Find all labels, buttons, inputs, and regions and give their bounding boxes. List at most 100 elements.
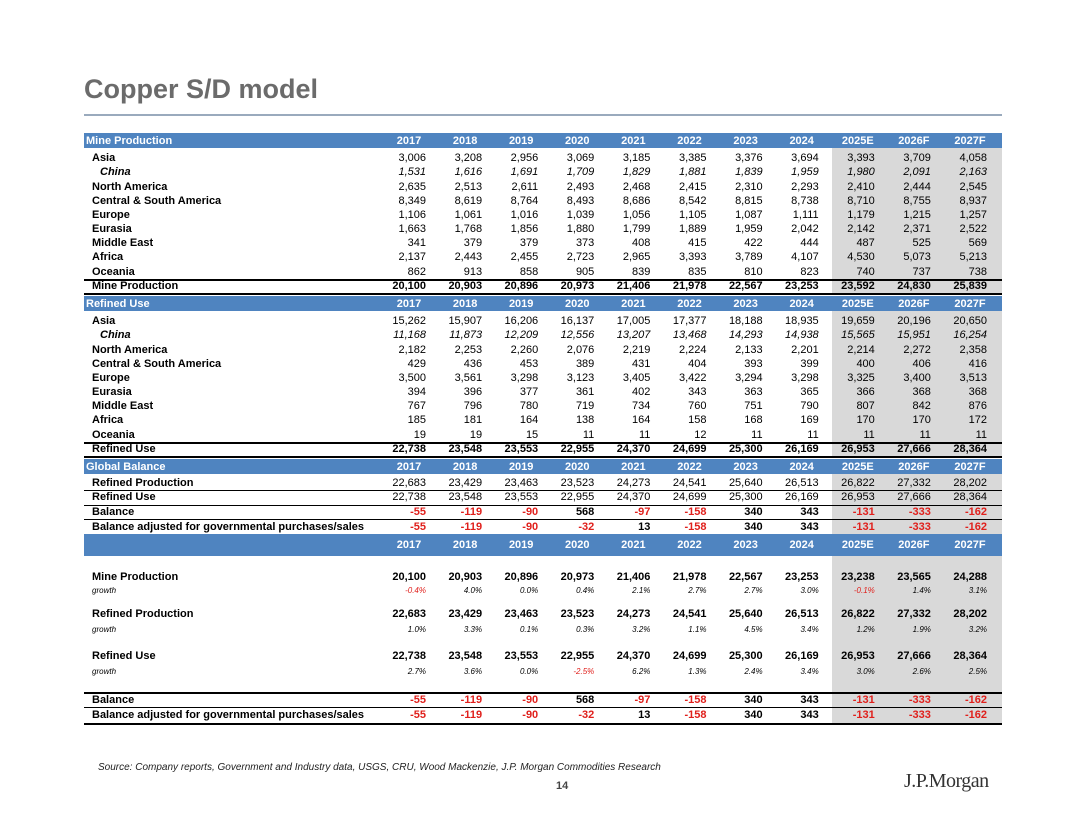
cell: -90 [522, 521, 539, 533]
cell: 1,179 [847, 209, 875, 221]
cell: -55 [410, 506, 426, 518]
cell: 415 [688, 237, 707, 249]
cell: 164 [632, 414, 651, 426]
cell: 20,903 [448, 280, 483, 292]
cell: 1,959 [735, 223, 763, 235]
cell: 525 [912, 237, 931, 249]
cell: 3,500 [398, 372, 426, 384]
year-header: 2018 [452, 134, 478, 147]
cell: 568 [575, 506, 595, 518]
cell: 21,406 [616, 280, 651, 292]
cell: 3,385 [678, 152, 707, 164]
cell: 23,553 [504, 650, 539, 662]
cell: 1,768 [454, 223, 483, 235]
row-label: Balance adjusted for governmental purcha… [92, 521, 365, 533]
rule [84, 519, 1002, 520]
cell: 396 [463, 386, 483, 398]
year-header: 2019 [508, 460, 534, 473]
cell: 20,973 [560, 571, 595, 583]
year-header: 2026F [898, 460, 930, 473]
cell: 2.5% [968, 667, 987, 676]
cell: -32 [578, 521, 595, 533]
cell: 3,789 [735, 251, 763, 263]
cell: 2,224 [678, 344, 707, 356]
year-header: 2018 [452, 297, 478, 310]
cell: 4,107 [791, 251, 819, 263]
cell: 487 [856, 237, 875, 249]
cell: 1,106 [398, 209, 426, 221]
source: Source: Company reports, Government and … [98, 762, 661, 773]
cell: 2,182 [398, 344, 426, 356]
cell: 842 [912, 400, 931, 412]
section-title: Global Balance [86, 460, 166, 473]
cell: 340 [744, 709, 763, 721]
cell: 11 [582, 429, 595, 441]
cell: -97 [634, 694, 651, 706]
cell: 2,444 [903, 181, 931, 193]
cell: 22,738 [392, 443, 426, 455]
cell: 22,683 [392, 608, 426, 620]
cell: 8,619 [454, 195, 483, 207]
cell: -162 [964, 521, 987, 533]
cell: 406 [912, 358, 931, 370]
row-label: Middle East [92, 400, 154, 412]
year-header: 2017 [396, 134, 422, 147]
cell: 8,815 [735, 195, 763, 207]
cell: 25,640 [728, 477, 763, 489]
cell: 2,137 [398, 251, 426, 263]
cell: 3,376 [735, 152, 763, 164]
cell: 399 [800, 358, 819, 370]
cell: 27,666 [897, 443, 931, 455]
year-header: 2018 [452, 539, 478, 551]
cell: 408 [632, 237, 651, 249]
cell: 1,691 [510, 166, 539, 178]
cell: 368 [968, 386, 987, 398]
row-label: China [100, 329, 131, 341]
cell: 0.1% [519, 625, 539, 634]
cell: 807 [856, 400, 875, 412]
row-label: Asia [92, 152, 116, 164]
cell: 13,207 [616, 329, 651, 341]
cell: 2,293 [791, 181, 819, 193]
year-header: 2027F [954, 134, 986, 147]
cell: 1,959 [791, 166, 819, 178]
cell: 19 [469, 429, 483, 441]
forecast-shade [832, 556, 1002, 723]
cell: 858 [519, 266, 539, 278]
cell: 3,294 [735, 372, 763, 384]
row-label: China [100, 166, 131, 178]
page-number: 14 [556, 780, 569, 792]
cell: 23,553 [504, 491, 539, 503]
year-header: 2024 [789, 460, 814, 473]
cell: 373 [575, 237, 595, 249]
cell: -2.5% [573, 667, 595, 676]
cell: -158 [684, 506, 707, 518]
cell: 13,468 [672, 329, 707, 341]
cell: 8,493 [566, 195, 595, 207]
row-label: Africa [92, 251, 124, 263]
rule [84, 505, 1002, 506]
cell: 8,686 [622, 195, 651, 207]
cell: 1,531 [398, 166, 426, 178]
cell: 2.7% [744, 586, 763, 595]
cell: 422 [744, 237, 763, 249]
cell: 2.1% [632, 586, 651, 595]
row-label: Eurasia [92, 386, 132, 398]
cell: 740 [856, 266, 875, 278]
cell: 2,272 [903, 344, 931, 356]
cell: 6.2% [632, 667, 651, 676]
year-header: 2023 [733, 134, 758, 147]
rule [84, 456, 1002, 458]
cell: 760 [688, 400, 707, 412]
cell: -162 [964, 709, 987, 721]
row-label: North America [92, 344, 168, 356]
cell: 15,907 [448, 315, 483, 327]
cell: 1,016 [510, 209, 539, 221]
cell: 170 [912, 414, 931, 426]
cell: 3.4% [800, 667, 819, 676]
cell: 20,903 [448, 571, 483, 583]
cell: 3,298 [510, 372, 539, 384]
cell: -119 [460, 694, 483, 706]
cell: 14,293 [728, 329, 763, 341]
cell: 366 [856, 386, 875, 398]
